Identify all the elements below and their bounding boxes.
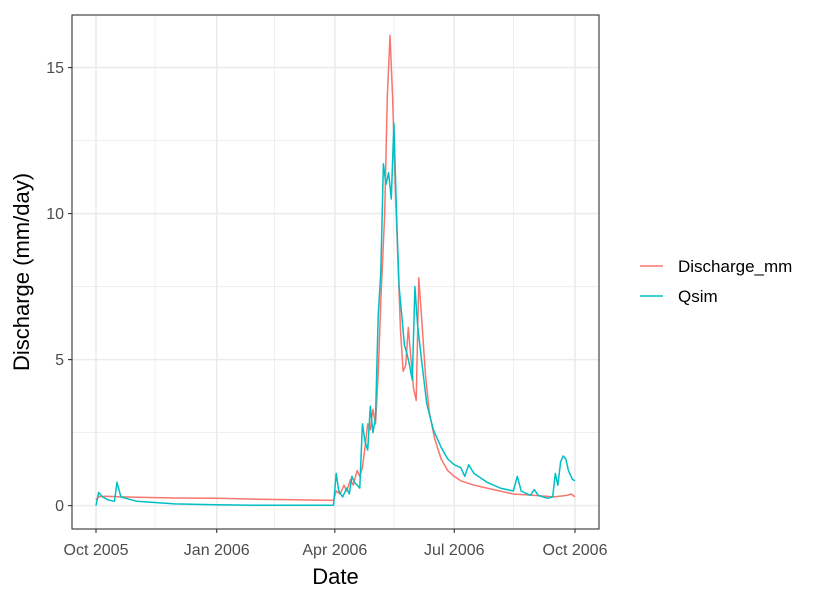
x-axis-tick-label: Oct 2006: [543, 542, 608, 559]
y-axis-title: Discharge (mm/day): [9, 173, 34, 371]
y-axis: 0 5 10 15: [46, 60, 72, 515]
x-axis-tick-label: Jul 2006: [424, 542, 485, 559]
data-series: [95, 34, 576, 507]
y-axis-tick-label: 0: [55, 498, 64, 515]
y-axis-tick-label: 10: [46, 206, 64, 223]
x-axis-title: Date: [312, 564, 358, 589]
legend-label-qsim: Qsim: [678, 287, 718, 306]
y-axis-tick-label: 5: [55, 352, 64, 369]
x-axis: Oct 2005 Jan 2006 Apr 2006 Jul 2006 Oct 2006: [64, 529, 608, 559]
plot-panel-border: [71, 14, 600, 530]
series-line-qsim: [95, 122, 576, 507]
x-axis-tick-label: Apr 2006: [302, 542, 367, 559]
grid-lines: [72, 15, 599, 529]
legend: Discharge_mm Qsim: [640, 257, 792, 306]
y-axis-tick-label: 15: [46, 60, 64, 77]
legend-label-discharge-mm: Discharge_mm: [678, 257, 792, 276]
x-axis-tick-label: Oct 2005: [64, 542, 129, 559]
x-axis-tick-label: Jan 2006: [184, 542, 250, 559]
